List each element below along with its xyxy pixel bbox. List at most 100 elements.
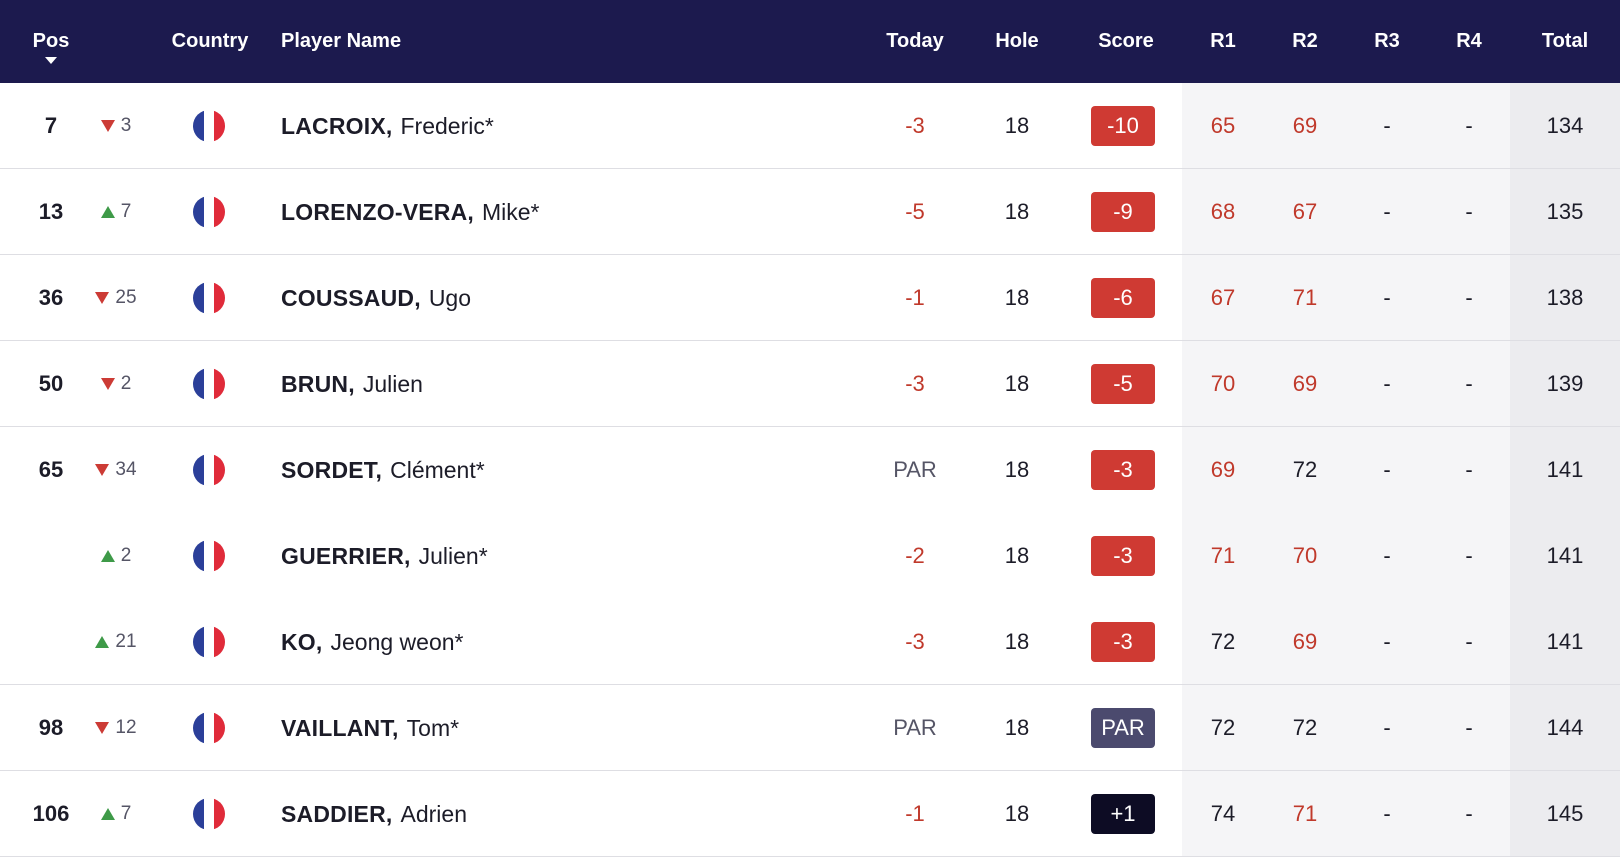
country-flag xyxy=(178,685,240,771)
round-1-score: 70 xyxy=(1210,371,1236,396)
leaderboard-row[interactable]: 13 7 LORENZO-VERA, Mike* -5 18 -9 68 67 … xyxy=(0,169,1620,255)
player-last-name: KO, xyxy=(281,628,323,655)
round-3-score: - xyxy=(1383,113,1391,138)
position-movement: 7 xyxy=(90,771,142,857)
total-score: -9 xyxy=(1090,169,1156,255)
total-strokes: 135 xyxy=(1546,199,1584,224)
arrow-up-icon xyxy=(100,206,115,218)
player-last-name: LACROIX, xyxy=(281,112,393,139)
position-movement: 2 xyxy=(90,513,142,599)
header-player-name[interactable]: Player Name xyxy=(281,30,402,52)
header-total[interactable]: Total xyxy=(1541,30,1589,52)
player-name[interactable]: LORENZO-VERA, Mike* xyxy=(281,169,841,255)
leaderboard-row[interactable]: 21 KO, Jeong weon* -3 18 -3 72 69 - - 14… xyxy=(0,599,1620,685)
today-score: -3 xyxy=(905,113,925,138)
leaderboard-row[interactable]: 106 7 SADDIER, Adrien -1 18 +1 74 71 - -… xyxy=(0,771,1620,857)
round-4-score: - xyxy=(1465,715,1473,740)
player-last-name: LORENZO-VERA, xyxy=(281,198,474,225)
france-flag-icon xyxy=(193,368,225,400)
hole-number: 18 xyxy=(1004,543,1030,568)
position: 13 xyxy=(38,199,64,224)
leaderboard-row[interactable]: 50 2 BRUN, Julien -3 18 -5 70 69 - - 139 xyxy=(0,341,1620,427)
round-3-score: - xyxy=(1383,285,1391,310)
position xyxy=(22,599,80,685)
header-score[interactable]: Score xyxy=(1098,30,1154,52)
header-r2[interactable]: R2 xyxy=(1292,30,1318,52)
score-badge: -3 xyxy=(1091,450,1155,490)
score-badge: -6 xyxy=(1091,278,1155,318)
today-score: -2 xyxy=(905,543,925,568)
hole-number: 18 xyxy=(1004,715,1030,740)
player-first-name: Frederic* xyxy=(400,112,494,139)
hole-number: 18 xyxy=(1004,285,1030,310)
header-r3[interactable]: R3 xyxy=(1374,30,1400,52)
france-flag-icon xyxy=(193,454,225,486)
total-column-background xyxy=(1510,83,1620,857)
player-name[interactable]: KO, Jeong weon* xyxy=(281,599,841,685)
round-4-score: - xyxy=(1465,801,1473,826)
round-4-score: - xyxy=(1465,285,1473,310)
player-name[interactable]: LACROIX, Frederic* xyxy=(281,83,841,169)
round-2-score: 67 xyxy=(1292,199,1318,224)
round-4-score: - xyxy=(1465,457,1473,482)
round-2-score: 72 xyxy=(1292,715,1318,740)
player-last-name: SADDIER, xyxy=(281,800,393,827)
score-badge: -5 xyxy=(1091,364,1155,404)
header-r4[interactable]: R4 xyxy=(1456,30,1482,52)
round-1-score: 72 xyxy=(1210,629,1236,654)
header-r1[interactable]: R1 xyxy=(1210,30,1236,52)
leaderboard-row[interactable]: 2 GUERRIER, Julien* -2 18 -3 71 70 - - 1… xyxy=(0,513,1620,599)
movement-value: 12 xyxy=(115,717,137,738)
player-first-name: Mike* xyxy=(482,198,540,225)
round-1-score: 71 xyxy=(1210,543,1236,568)
movement-value: 3 xyxy=(120,115,132,136)
total-strokes: 145 xyxy=(1546,801,1584,826)
position xyxy=(22,513,80,599)
score-badge: -3 xyxy=(1091,622,1155,662)
france-flag-icon xyxy=(193,196,225,228)
player-name[interactable]: SORDET, Clément* xyxy=(281,427,841,513)
leaderboard-rows: 7 3 LACROIX, Frederic* -3 18 -10 65 69 -… xyxy=(0,83,1620,857)
total-strokes: 141 xyxy=(1546,543,1584,568)
movement-value: 2 xyxy=(120,545,132,566)
round-1-score: 74 xyxy=(1210,801,1236,826)
position-movement: 12 xyxy=(90,685,142,771)
leaderboard-row[interactable]: 65 34 SORDET, Clément* PAR 18 -3 69 72 -… xyxy=(0,427,1620,513)
movement-value: 7 xyxy=(120,803,132,824)
player-last-name: VAILLANT, xyxy=(281,714,399,741)
total-score: -6 xyxy=(1090,255,1156,341)
player-name[interactable]: SADDIER, Adrien xyxy=(281,771,841,857)
round-4-score: - xyxy=(1465,199,1473,224)
round-3-score: - xyxy=(1383,801,1391,826)
player-name[interactable]: COUSSAUD, Ugo xyxy=(281,255,841,341)
player-name[interactable]: BRUN, Julien xyxy=(281,341,841,427)
hole-number: 18 xyxy=(1004,113,1030,138)
player-first-name: Jeong weon* xyxy=(330,628,464,655)
player-first-name: Tom* xyxy=(406,714,460,741)
hole-number: 18 xyxy=(1004,199,1030,224)
header-hole[interactable]: Hole xyxy=(995,30,1039,52)
arrow-up-icon xyxy=(100,550,115,562)
round-4-score: - xyxy=(1465,629,1473,654)
country-flag xyxy=(178,169,240,255)
round-2-score: 69 xyxy=(1292,371,1318,396)
leaderboard-row[interactable]: 98 12 VAILLANT, Tom* PAR 18 PAR 72 72 - … xyxy=(0,685,1620,771)
sort-by-position-button[interactable]: Pos xyxy=(22,30,80,64)
round-1-score: 68 xyxy=(1210,199,1236,224)
leaderboard-row[interactable]: 36 25 COUSSAUD, Ugo -1 18 -6 67 71 - - 1… xyxy=(0,255,1620,341)
total-score: -10 xyxy=(1090,83,1156,169)
total-score: PAR xyxy=(1090,685,1156,771)
player-name[interactable]: GUERRIER, Julien* xyxy=(281,513,841,599)
player-name[interactable]: VAILLANT, Tom* xyxy=(281,685,841,771)
today-score: -5 xyxy=(905,199,925,224)
round-3-score: - xyxy=(1383,199,1391,224)
arrow-up-icon xyxy=(95,636,110,648)
position: 98 xyxy=(38,715,64,740)
header-country[interactable]: Country xyxy=(171,30,249,52)
france-flag-icon xyxy=(193,540,225,572)
score-badge: PAR xyxy=(1091,708,1155,748)
france-flag-icon xyxy=(193,798,225,830)
leaderboard-row[interactable]: 7 3 LACROIX, Frederic* -3 18 -10 65 69 -… xyxy=(0,83,1620,169)
header-today[interactable]: Today xyxy=(886,30,944,52)
position: 50 xyxy=(38,371,64,396)
